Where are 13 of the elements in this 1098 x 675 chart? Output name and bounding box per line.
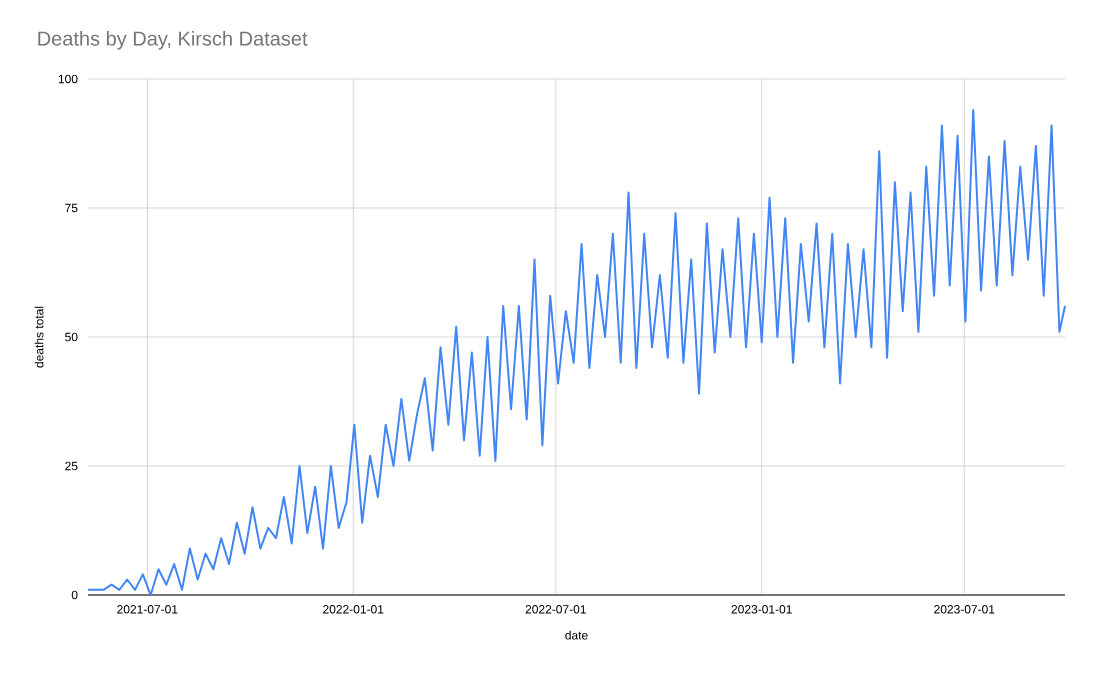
x-axis-title: date <box>565 630 588 640</box>
y-tick-label: 0 <box>71 590 78 600</box>
x-tick-label: 2023-07-01 <box>934 605 995 614</box>
y-tick-label: 50 <box>65 332 78 342</box>
x-tick-label: 2023-01-01 <box>731 605 792 614</box>
x-tick-label: 2022-07-01 <box>525 605 586 614</box>
x-tick-label: 2021-07-01 <box>117 605 178 614</box>
y-tick-label: 25 <box>65 461 78 471</box>
y-tick-label: 100 <box>58 74 78 84</box>
x-tick-label: 2022-01-01 <box>323 605 384 614</box>
y-tick-label: 75 <box>65 203 78 213</box>
chart-title: Deaths by Day, Kirsch Dataset <box>38 31 308 50</box>
y-axis-title: deaths total <box>34 306 44 368</box>
